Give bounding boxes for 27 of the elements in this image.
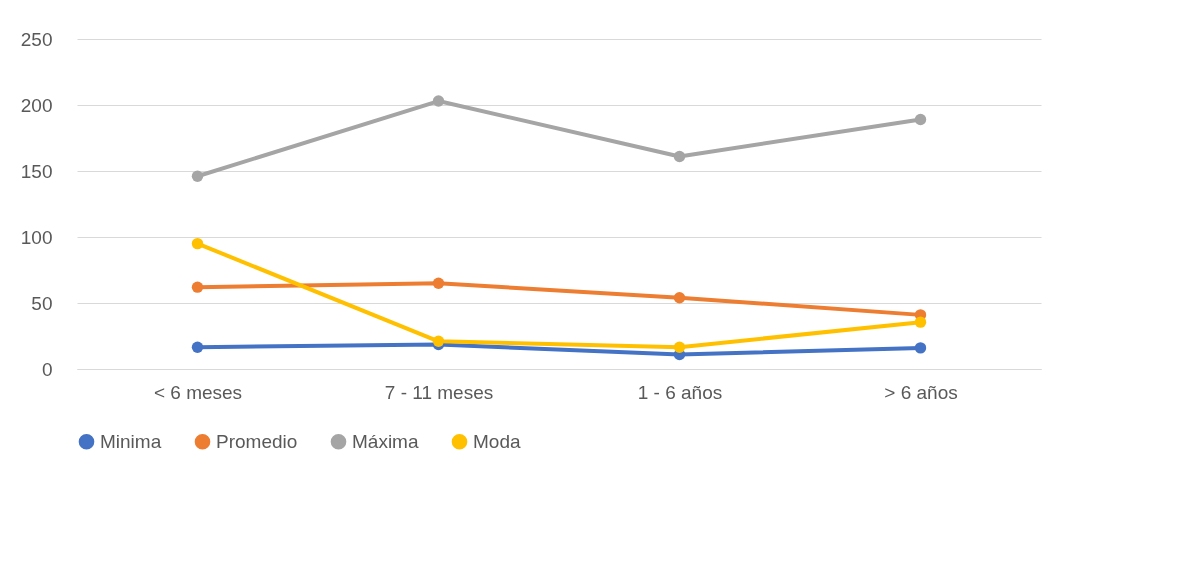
legend-label: Moda <box>473 430 521 452</box>
point <box>191 281 204 293</box>
legend-label: Promedio <box>216 430 298 452</box>
point <box>914 113 927 126</box>
y-tick-label: 0 <box>41 358 53 380</box>
point <box>673 341 686 353</box>
y-tick-label: 50 <box>31 292 53 314</box>
x-tick-label: 1 - 6 años <box>637 381 723 403</box>
point <box>673 150 686 163</box>
point <box>914 316 927 328</box>
point <box>432 95 445 107</box>
y-tick-label: 150 <box>20 160 53 182</box>
point <box>673 292 686 304</box>
x-tick-label: > 6 años <box>884 381 958 403</box>
x-tick-label: 7 - 11 meses <box>384 381 494 403</box>
y-tick-label: 200 <box>20 94 53 116</box>
point <box>914 342 927 354</box>
y-tick-label: 250 <box>20 28 53 50</box>
y-tick-label: 100 <box>20 226 53 248</box>
legend-label: Minima <box>100 430 162 452</box>
point <box>432 277 445 289</box>
point <box>191 341 204 353</box>
legend-label: Máxima <box>352 430 419 452</box>
point <box>191 237 204 250</box>
point <box>191 170 204 182</box>
point <box>432 335 445 347</box>
x-tick-label: < 6 meses <box>153 381 243 403</box>
